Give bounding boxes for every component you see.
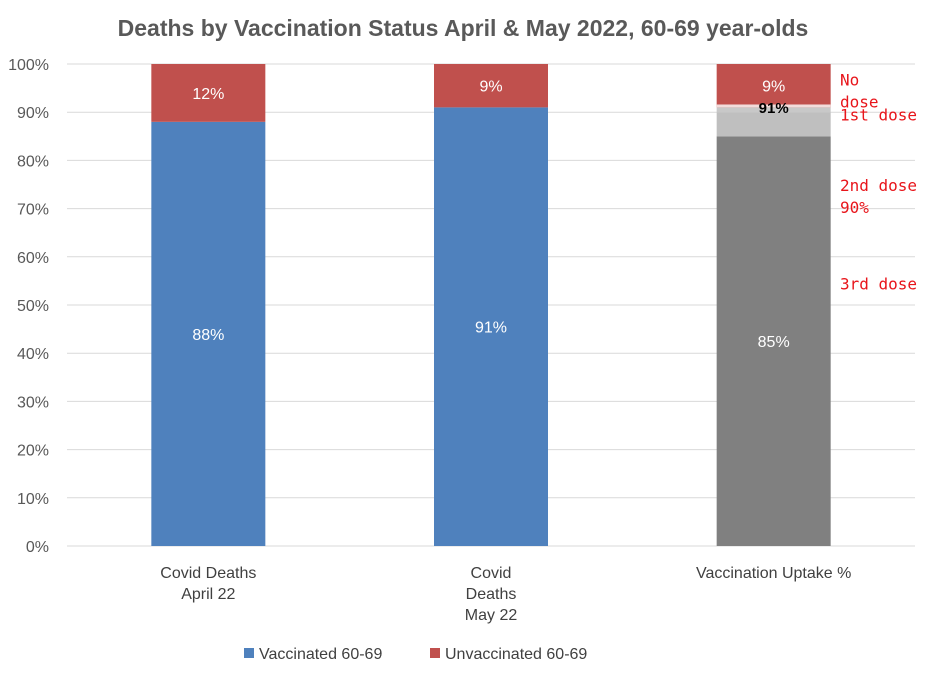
y-tick-label: 50% <box>17 298 49 315</box>
x-axis-labels: Covid Deaths April 22 Covid Deaths May 22 Vac… <box>160 565 851 624</box>
y-tick-label: 60% <box>17 250 49 267</box>
data-label-vaccinated: 88% <box>192 327 224 344</box>
x-category-label: Covid Deaths <box>160 565 256 582</box>
y-tick-label: 90% <box>17 105 49 122</box>
annotation-text: 1st dose <box>840 105 917 124</box>
data-label-unvaccinated: 12% <box>192 86 224 103</box>
y-tick-label: 80% <box>17 153 49 170</box>
x-category-label: Deaths <box>466 586 517 603</box>
legend: Vaccinated 60-69 Unvaccinated 60-69 <box>244 646 587 663</box>
x-category-label: April 22 <box>181 586 235 603</box>
legend-swatch-vaccinated <box>244 648 254 658</box>
annotation-text: 90% <box>840 198 869 217</box>
bars <box>151 64 831 547</box>
legend-label-vaccinated: Vaccinated 60-69 <box>259 646 382 663</box>
x-category-label: May 22 <box>465 607 518 624</box>
annotation-text: 3rd dose <box>840 275 917 294</box>
y-axis-labels: 0% 10% 20% 30% 40% 50% 60% 70% 80% 90% 100% <box>8 57 49 556</box>
chart-title: Deaths by Vaccination Status April & May… <box>118 15 809 41</box>
annotation-text: No <box>840 71 859 90</box>
data-label-unvaccinated: 9% <box>479 79 502 96</box>
y-tick-label: 70% <box>17 202 49 219</box>
data-labels: 88% 12% 91% 9% 85% 91% 9% <box>192 79 789 351</box>
y-tick-label: 0% <box>26 539 49 556</box>
x-category-label: Vaccination Uptake % <box>696 565 851 582</box>
bar-vaccinated <box>151 121 266 546</box>
data-label-vaccinated: 91% <box>475 320 507 337</box>
y-tick-label: 20% <box>17 443 49 460</box>
data-label-uptake-third: 85% <box>758 334 790 351</box>
y-tick-label: 40% <box>17 346 49 363</box>
y-tick-label: 10% <box>17 491 49 508</box>
y-tick-label: 100% <box>8 57 49 74</box>
annotation-text: 2nd dose <box>840 176 917 195</box>
y-tick-label: 30% <box>17 394 49 411</box>
bar-uptake-second <box>716 112 831 137</box>
data-label-uptake-nodose: 9% <box>762 79 785 96</box>
bar-unvaccinated <box>151 64 266 122</box>
bar-uptake-first <box>716 107 831 113</box>
bar-vaccinated <box>434 107 548 546</box>
bar-unvaccinated <box>434 64 548 108</box>
bar-uptake-gap <box>716 104 831 108</box>
bar-uptake-nodose <box>716 64 831 108</box>
x-category-label: Covid <box>471 565 512 582</box>
data-label-uptake-first: 91% <box>759 100 789 117</box>
bar-uptake-third <box>716 136 831 547</box>
legend-swatch-unvaccinated <box>430 648 440 658</box>
annotation-text: dose <box>840 93 879 112</box>
legend-label-unvaccinated: Unvaccinated 60-69 <box>445 646 587 663</box>
